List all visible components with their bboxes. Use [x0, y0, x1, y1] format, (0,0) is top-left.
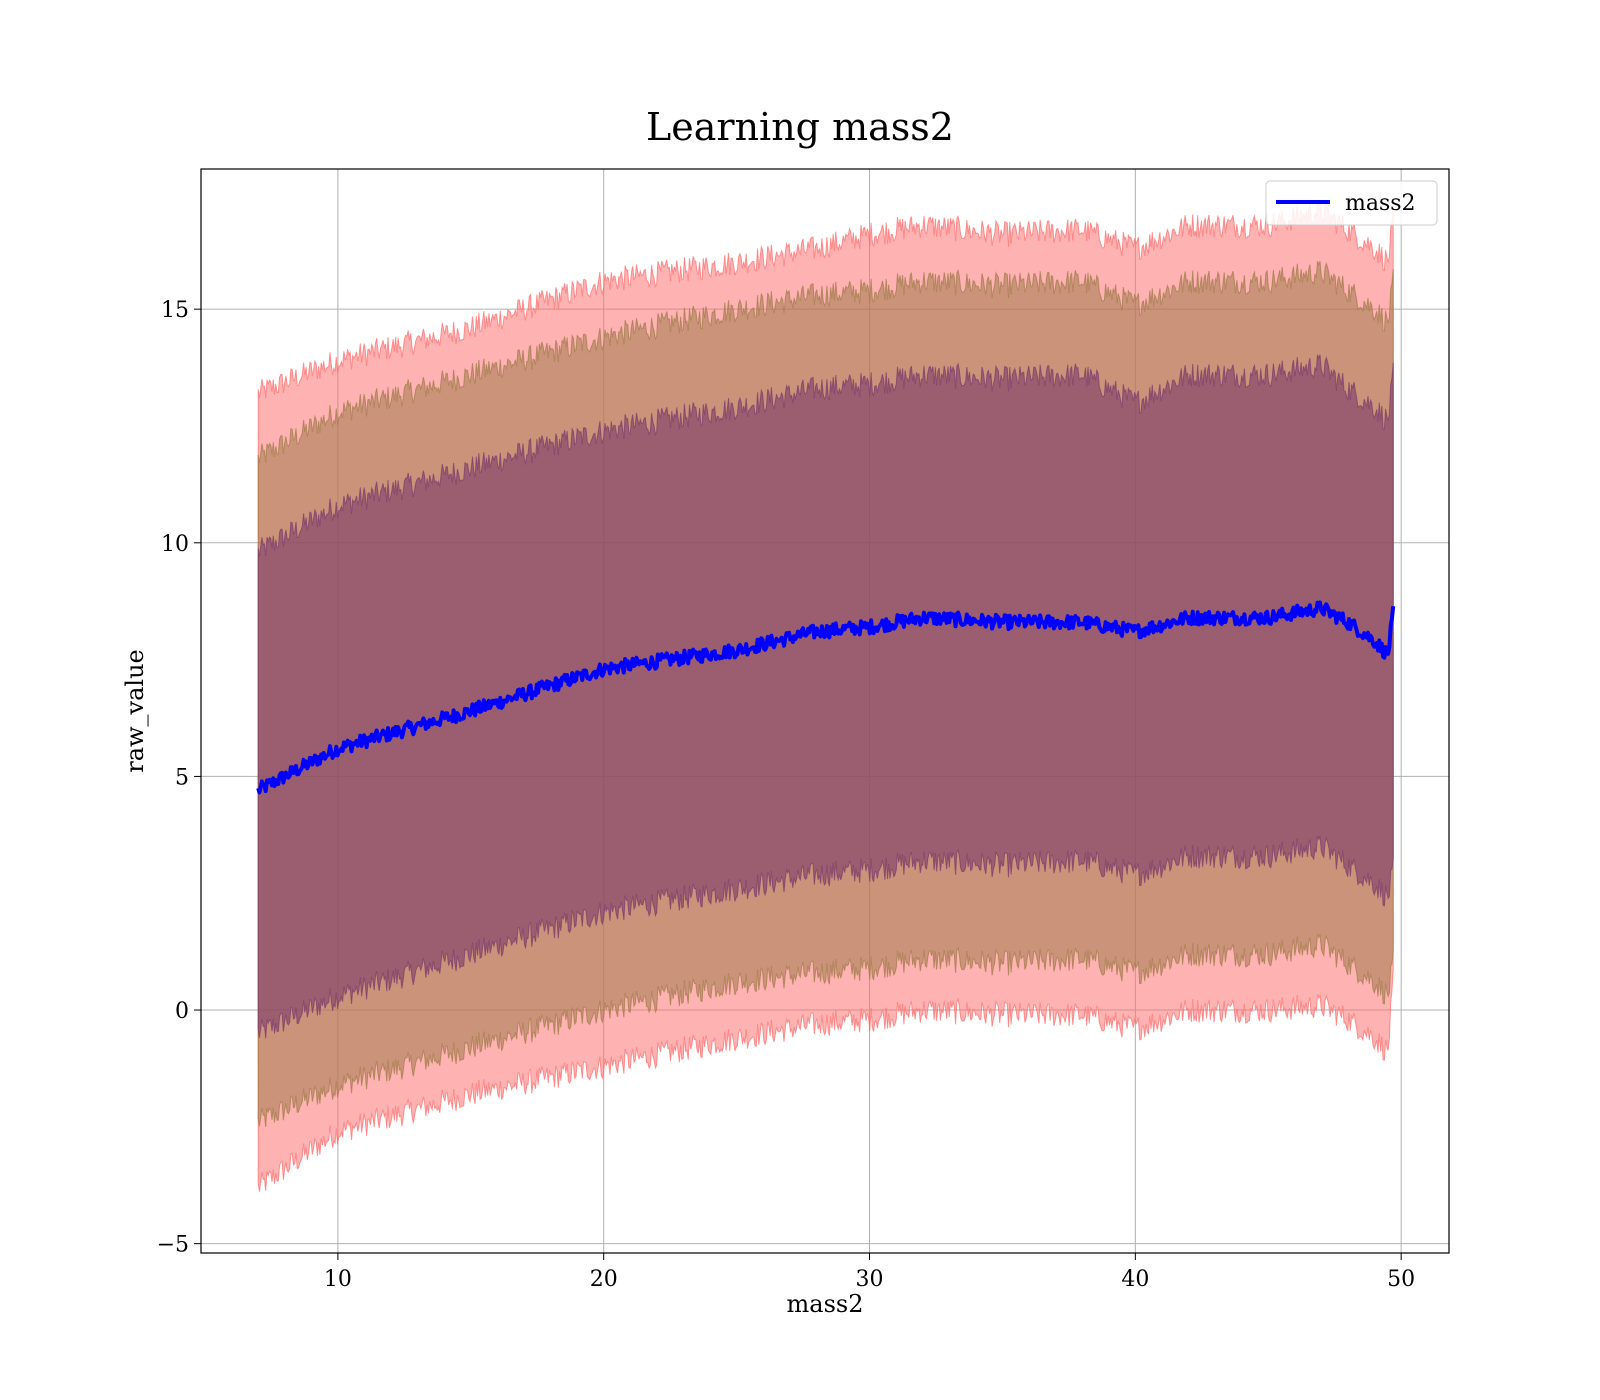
y-tick-label: −5 — [157, 1233, 189, 1258]
series-line-mass2 — [256, 600, 1396, 795]
y-tick-label: 0 — [175, 999, 189, 1024]
confidence-bands — [257, 200, 1394, 1192]
x-tick-label: 20 — [590, 1267, 618, 1292]
x-tick-label: 10 — [324, 1267, 352, 1292]
x-axis-label: mass2 — [787, 1290, 864, 1318]
legend-box — [1265, 180, 1438, 226]
x-tick-label: 40 — [1121, 1267, 1149, 1292]
x-tick-label: 30 — [856, 1267, 884, 1292]
y-axis-ticks: −5 0 5 10 15 — [157, 298, 201, 1258]
legend: mass2 — [1265, 180, 1438, 226]
chart-title: Learning mass2 — [646, 105, 954, 149]
mean-line-layer — [256, 600, 1396, 795]
y-tick-label: 15 — [161, 298, 189, 323]
x-axis-ticks: 10 20 30 40 50 — [324, 1253, 1415, 1292]
band-1-sigma — [257, 354, 1394, 1039]
y-tick-label: 5 — [175, 765, 189, 790]
x-tick-label: 50 — [1387, 1267, 1415, 1292]
y-tick-label: 10 — [161, 532, 189, 557]
legend-label-mass2: mass2 — [1345, 191, 1416, 216]
y-axis-label: raw_value — [121, 649, 149, 773]
plot-frame — [200, 168, 1450, 1254]
